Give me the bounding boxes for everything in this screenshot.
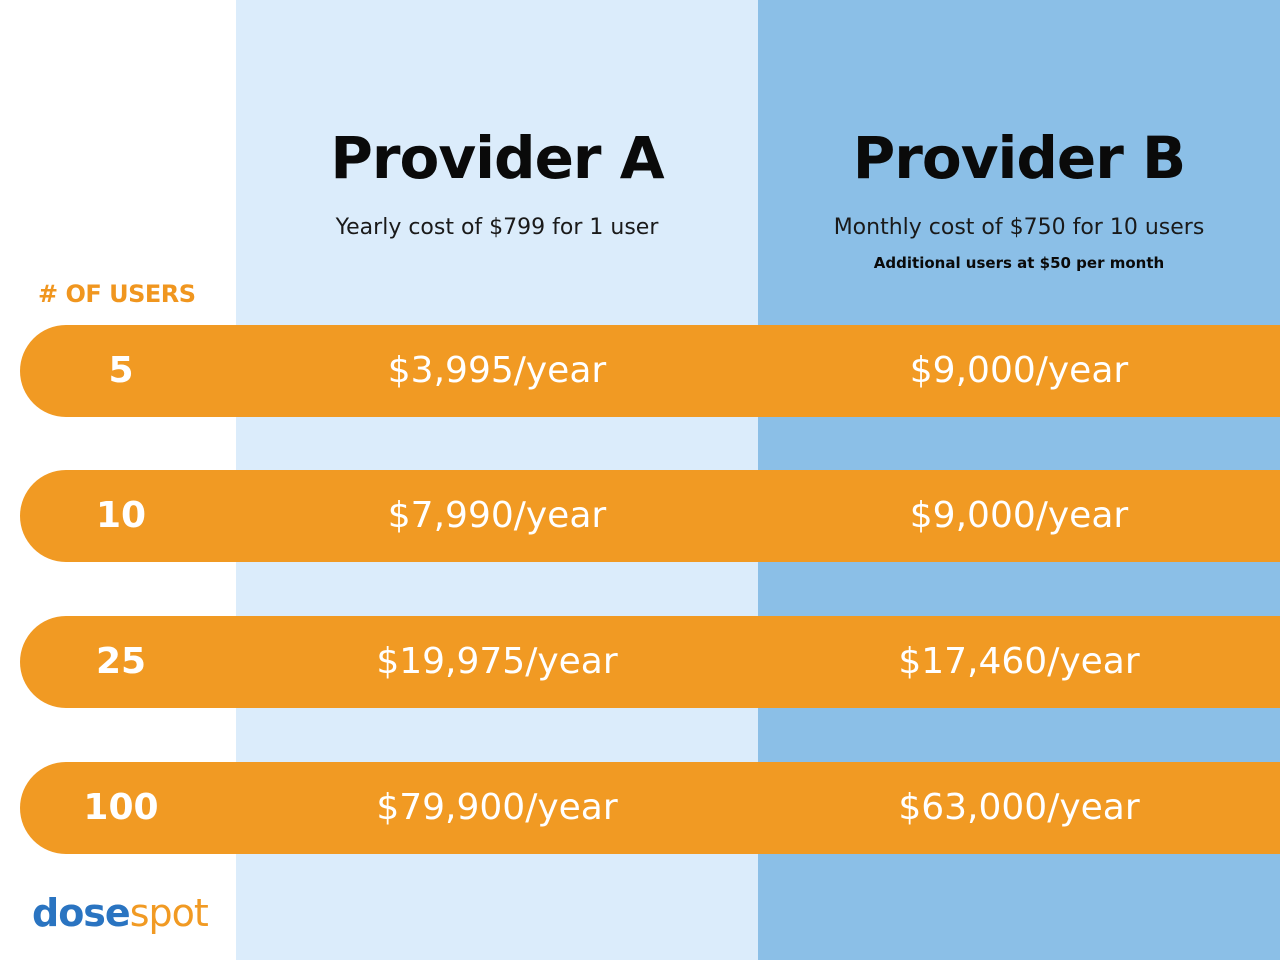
row-users: 25	[95, 641, 147, 682]
row-provider-b-price: $9,000/year	[909, 350, 1129, 391]
row-provider-a-price: $7,990/year	[387, 495, 607, 536]
pricing-row: 25 $19,975/year $17,460/year	[20, 616, 1280, 708]
provider-b-note: Additional users at $50 per month	[873, 254, 1165, 272]
pricing-row: 5 $3,995/year $9,000/year	[20, 325, 1280, 417]
row-provider-a-price: $19,975/year	[376, 641, 618, 682]
row-provider-b-price: $63,000/year	[898, 787, 1140, 828]
row-provider-a-price: $3,995/year	[387, 350, 607, 391]
logo-part-dose: dose	[32, 891, 131, 935]
logo-part-spot: spot	[129, 891, 209, 935]
provider-a-title: Provider A	[330, 124, 664, 192]
row-provider-b-price: $17,460/year	[898, 641, 1140, 682]
row-users: 5	[108, 350, 134, 391]
row-users: 100	[83, 787, 159, 828]
users-column-header: # OF USERS	[38, 280, 196, 308]
provider-a-subtitle: Yearly cost of $799 for 1 user	[335, 215, 659, 240]
pricing-row: 10 $7,990/year $9,000/year	[20, 470, 1280, 562]
dosespot-logo: dosespot	[32, 888, 209, 938]
pricing-row: 100 $79,900/year $63,000/year	[20, 762, 1280, 854]
row-provider-a-price: $79,900/year	[376, 787, 618, 828]
row-provider-b-price: $9,000/year	[909, 495, 1129, 536]
provider-b-title: Provider B	[852, 124, 1187, 192]
row-users: 10	[95, 495, 147, 536]
provider-b-subtitle: Monthly cost of $750 for 10 users	[833, 215, 1205, 240]
